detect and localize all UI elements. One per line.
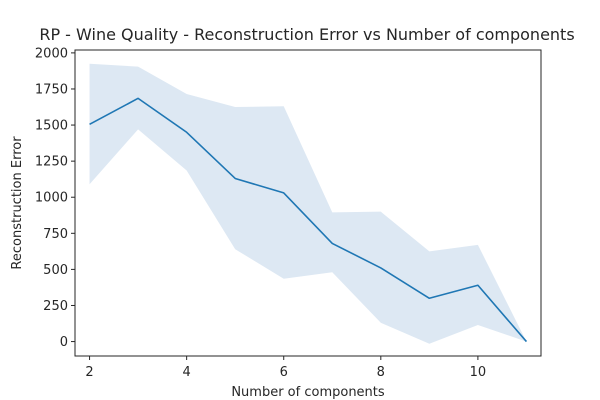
chart-title: RP - Wine Quality - Reconstruction Error… bbox=[39, 25, 574, 44]
y-tick-label: 2000 bbox=[35, 46, 68, 61]
y-tick-label: 0 bbox=[60, 335, 68, 350]
series-line bbox=[89, 97, 528, 343]
data-point bbox=[427, 296, 431, 300]
data-point bbox=[88, 122, 92, 126]
plot-area bbox=[88, 63, 528, 344]
x-tick-label: 4 bbox=[183, 365, 191, 380]
y-tick-label: 1000 bbox=[35, 191, 68, 206]
y-tick-label: 750 bbox=[43, 227, 68, 242]
data-point bbox=[185, 130, 189, 134]
y-axis-label: Reconstruction Error bbox=[10, 136, 25, 270]
y-tick-label: 250 bbox=[43, 299, 68, 314]
y-tick-label: 1250 bbox=[35, 155, 68, 170]
y-tick-label: 500 bbox=[43, 263, 68, 278]
x-tick-label: 6 bbox=[280, 365, 288, 380]
data-point bbox=[379, 266, 383, 270]
data-point bbox=[330, 241, 334, 245]
x-tick-label: 8 bbox=[377, 365, 385, 380]
y-tick-label: 1500 bbox=[35, 119, 68, 134]
data-point bbox=[476, 283, 480, 287]
x-tick-label: 10 bbox=[470, 365, 487, 380]
x-tick-label: 2 bbox=[85, 365, 93, 380]
data-point bbox=[282, 191, 286, 195]
data-point bbox=[524, 340, 528, 344]
y-axis: 0 250 500 750 1000 1250 1500 1750 2000 bbox=[35, 46, 75, 350]
confidence-band bbox=[89, 63, 527, 344]
x-axis-label: Number of components bbox=[231, 385, 385, 400]
data-point bbox=[136, 96, 140, 100]
plot-frame bbox=[74, 49, 542, 357]
x-axis: 2 4 6 8 10 bbox=[85, 356, 486, 380]
y-tick-label: 1750 bbox=[35, 82, 68, 97]
data-point bbox=[233, 176, 237, 180]
